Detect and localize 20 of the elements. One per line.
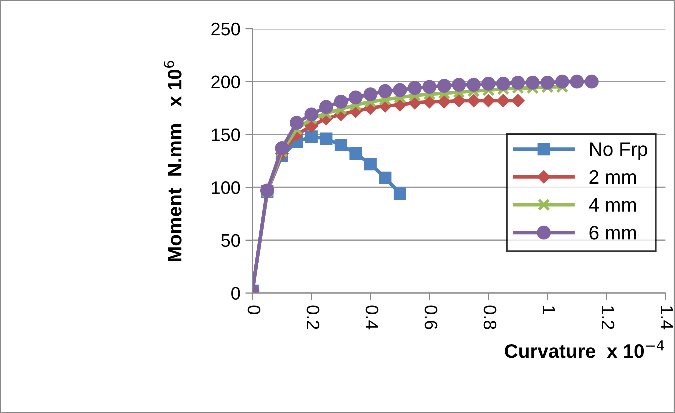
x-tick-label: 0.6 xyxy=(424,306,438,330)
x-axis-title: Curvature x 10$^{−4}$ xyxy=(505,340,664,358)
y-tick-label: 150 xyxy=(212,128,240,142)
y-tick-label: 100 xyxy=(212,182,240,194)
x-tick-label: 0 xyxy=(248,306,261,314)
legend-label: 6 mm xyxy=(590,226,636,240)
x-tick-label: 1.2 xyxy=(602,306,615,330)
y-tick-label: 0 xyxy=(232,287,240,300)
y-axis-title: Moment N.mm x 10$^{6}$ xyxy=(164,61,182,262)
y-tick-label: 250 xyxy=(212,22,240,36)
x-tick-label: 0.4 xyxy=(366,306,379,330)
x-tick-label: 0.8 xyxy=(484,306,497,330)
x-tick-label: 1.4 xyxy=(661,306,674,330)
y-tick-label: 200 xyxy=(212,76,240,89)
legend-label: No Frp xyxy=(590,142,648,160)
y-tick-label: 50 xyxy=(222,234,240,248)
x-tick-label: 0.2 xyxy=(306,306,320,330)
legend-label: 4 mm xyxy=(589,198,636,212)
legend-label: 2 mm xyxy=(590,170,636,184)
x-tick-label: 1 xyxy=(543,306,556,314)
